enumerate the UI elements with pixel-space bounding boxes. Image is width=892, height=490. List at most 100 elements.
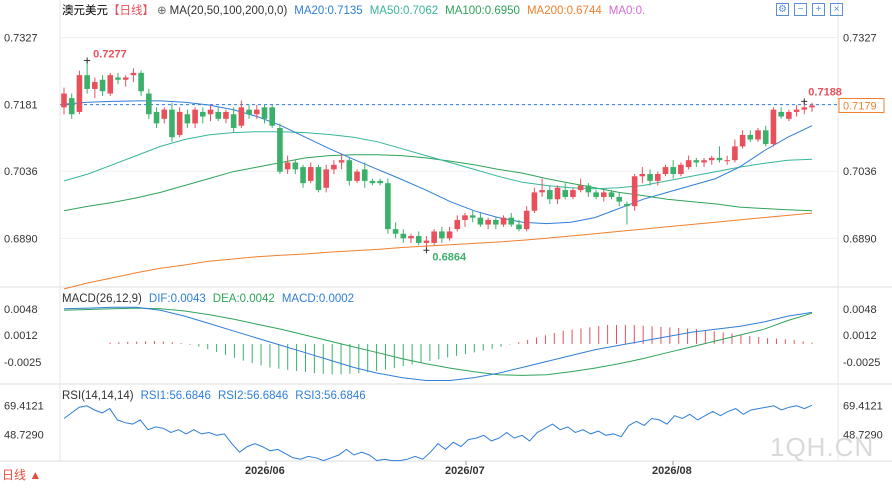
recent-high-label: 0.7188 — [808, 86, 842, 98]
time-label: 2026/06 — [245, 465, 285, 477]
candle-body — [269, 107, 276, 126]
candle-body — [593, 192, 599, 197]
settings-button[interactable]: ⚙ — [776, 3, 789, 16]
candle-body — [176, 111, 183, 135]
time-label: 2026/08 — [652, 465, 692, 477]
candle-body — [493, 219, 499, 225]
rsi-header: RSI(14,14,14) RSI1:56.6846 RSI2:56.6846 RSI… — [62, 389, 373, 403]
price-y-tick-right: 0.6890 — [843, 233, 877, 245]
candle-body — [616, 196, 623, 202]
candle-body — [531, 192, 538, 211]
rsi-line — [63, 404, 813, 462]
last-price-box — [838, 97, 885, 113]
settings-icon[interactable]: ⊕ — [157, 5, 167, 17]
candle-body — [207, 109, 214, 115]
candle-body — [608, 192, 615, 197]
candle-body — [508, 217, 515, 225]
candle-body — [670, 167, 676, 174]
candle-body — [570, 190, 576, 197]
candle-body — [462, 215, 468, 220]
rsi-y-tick-left: 69.4121 — [4, 400, 44, 412]
candle-body — [685, 160, 692, 168]
candle-body — [315, 167, 322, 191]
candle-body — [354, 171, 360, 181]
ma200-value: MA200:0.6744 — [526, 5, 602, 17]
candle-body — [600, 192, 607, 197]
macd-title: MACD(26,12,9) — [62, 293, 142, 305]
candle-body — [92, 82, 98, 89]
candle-body — [724, 160, 730, 162]
rsi2-value: RSI2:56.6846 — [217, 390, 289, 402]
candle-body — [146, 93, 152, 115]
macd-y-tick-right: -0.0025 — [843, 357, 880, 369]
last-price-label: 0.7179 — [843, 100, 877, 112]
candle-body — [223, 111, 229, 119]
candle-body — [423, 240, 430, 243]
period-switch[interactable]: 日线 ▲ — [2, 468, 42, 482]
ma100-value: MA100:0.6950 — [445, 5, 520, 17]
rsi-y-tick-right: 69.4121 — [843, 400, 883, 412]
candle-body — [192, 109, 198, 124]
rsi-y-tick-right: 48.7290 — [843, 429, 883, 441]
candle-body — [153, 111, 160, 124]
candle-body — [786, 111, 792, 119]
close-button[interactable]: × — [830, 3, 843, 16]
dif-value: DIF:0.0043 — [148, 293, 206, 305]
ma-label: MA(20,50,100,200,0,0) — [169, 5, 288, 17]
candle-body — [408, 236, 414, 239]
ma0-value: MA0:0. — [608, 5, 646, 17]
price-y-tick-left: 0.6890 — [4, 233, 38, 245]
rsi-title: RSI(14,14,14) — [62, 390, 134, 402]
price-y-tick-right: 0.7327 — [843, 32, 877, 44]
candle-body — [385, 183, 391, 230]
period-label[interactable]: 【日线】 — [108, 5, 154, 17]
high-label: 0.7277 — [93, 48, 127, 60]
candle-body — [747, 134, 754, 140]
dea-value: DEA:0.0042 — [212, 293, 275, 305]
candle-body — [215, 111, 222, 119]
ma50-value: MA50:0.7062 — [369, 5, 439, 17]
candle-body — [431, 231, 437, 243]
candle-body — [446, 231, 453, 239]
candle-body — [778, 111, 784, 117]
candle-body — [693, 160, 700, 163]
candle-body — [654, 173, 661, 181]
candle-body — [68, 98, 75, 115]
candle-body — [716, 157, 723, 161]
symbol-label: 澳元美元 — [62, 5, 108, 17]
candle-body — [516, 224, 522, 230]
candle-body — [338, 160, 345, 163]
candle-body — [439, 231, 445, 239]
dea-line — [63, 307, 813, 376]
candle-body — [107, 75, 114, 94]
macd-header: MACD(26,12,9) DIF:0.0043 DEA:0.0042 MACD:0.… — [62, 292, 361, 306]
candle-body — [284, 162, 291, 170]
candle-body — [300, 167, 306, 184]
candle-body — [246, 109, 252, 115]
candle-body — [500, 217, 507, 225]
zoom-in-button[interactable]: + — [812, 3, 825, 16]
candle-body — [377, 180, 383, 184]
candle-body — [130, 72, 137, 76]
candle-body — [454, 219, 461, 230]
candle-body — [732, 146, 738, 161]
candle-body — [331, 164, 337, 170]
candle-body — [793, 109, 800, 112]
price-y-tick-left: 0.7036 — [4, 166, 38, 178]
candle-body — [554, 187, 561, 200]
candle-body — [277, 128, 283, 172]
candle-body — [770, 109, 777, 145]
rsi3-value: RSI3:56.6846 — [295, 390, 366, 402]
candle-body — [361, 169, 368, 181]
candle-body — [61, 93, 67, 108]
rsi-y-tick-left: 48.7290 — [4, 429, 44, 441]
candle-body — [639, 173, 646, 177]
candle-body — [122, 77, 129, 80]
zoom-out-button[interactable]: − — [794, 3, 807, 16]
candle-body — [539, 190, 545, 193]
candle-body — [115, 77, 121, 80]
time-label: 2026/07 — [445, 465, 485, 477]
macd-value: MACD:0.0002 — [281, 293, 355, 305]
candle-body — [678, 164, 684, 174]
candle-body — [739, 134, 746, 147]
